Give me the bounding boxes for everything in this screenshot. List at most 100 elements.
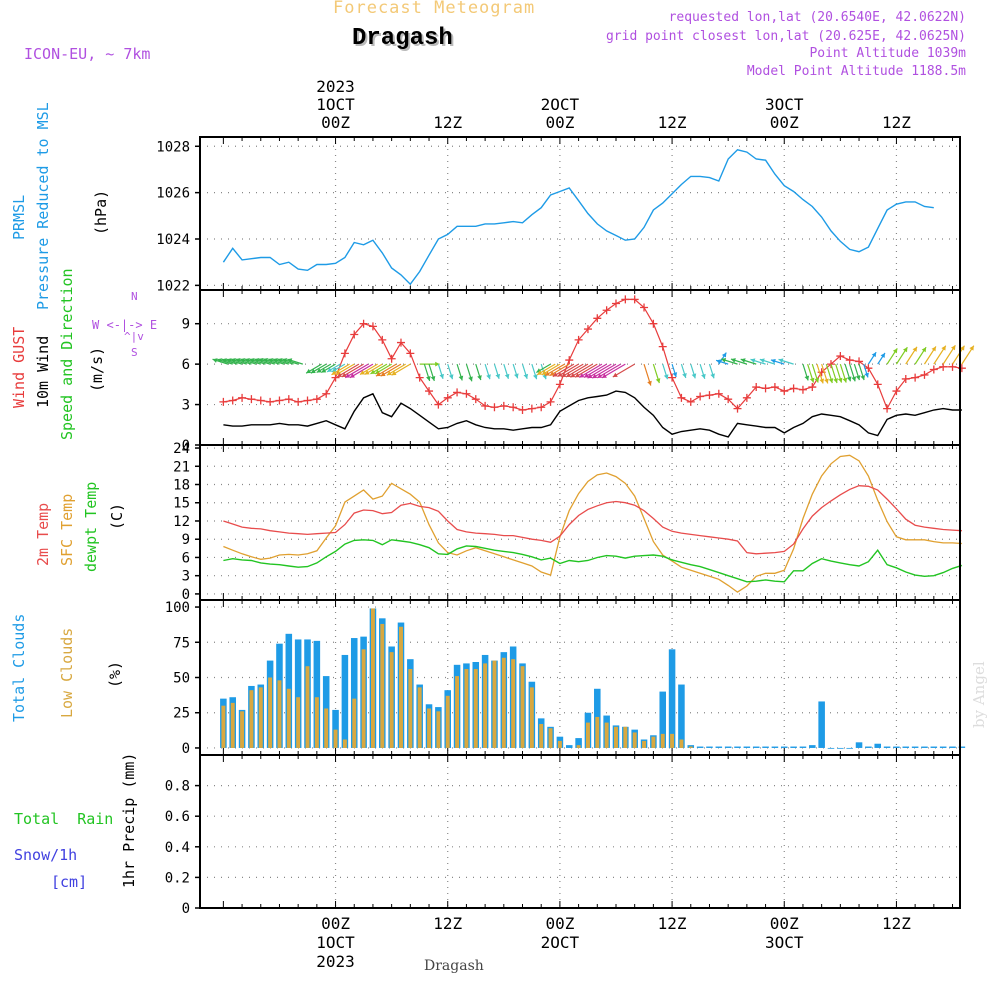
wind-arrow-head (740, 358, 746, 363)
wind-gust-marker (630, 295, 639, 304)
low-clouds-bar (632, 732, 637, 748)
bottom-axis-date: 1OCT (316, 933, 355, 952)
wind-gust-marker (565, 356, 574, 365)
y-tick-label: 24 (173, 441, 190, 457)
low-clouds-bar (352, 698, 357, 748)
wind-arrow-head (448, 374, 454, 380)
total-clouds-bar (678, 684, 685, 748)
low-clouds-bar (511, 659, 516, 748)
wind-gust-marker (359, 319, 368, 328)
low-clouds-bar (296, 697, 301, 748)
wind-arrow-head (321, 368, 327, 373)
wind-gust-marker (387, 354, 396, 363)
wind-arrow-head (851, 376, 857, 382)
low-clouds-bar (688, 746, 693, 748)
top-axis-hour: 12Z (882, 113, 911, 132)
wind-arrow-head (828, 378, 834, 384)
low-clouds-bar (604, 722, 609, 748)
wind-arrow-head (814, 377, 820, 383)
wind-arrow-head (426, 375, 431, 381)
wind-gust-marker (266, 397, 275, 406)
wind-arrow-head (310, 368, 316, 374)
wind-arrow-head (592, 373, 598, 379)
wind-gust-marker (855, 357, 864, 366)
low-clouds-bar (408, 669, 413, 748)
total-clouds-bar (724, 746, 732, 748)
model-label: ICON-EU, ~ 7km (24, 45, 151, 63)
low-clouds-bar (539, 724, 544, 748)
wind-arrow-head (701, 373, 706, 379)
wind-gust-marker (920, 370, 929, 379)
wind-gust-marker (948, 362, 957, 371)
wind-gust-marker (761, 384, 770, 393)
wind-arrow-head (770, 358, 776, 364)
wind-arrow-head (579, 373, 585, 378)
low-clouds-bar (380, 623, 385, 748)
top-axis-hour: 00Z (770, 113, 799, 132)
dewpt-temp-line (223, 539, 963, 583)
wind-arrow-head (860, 375, 866, 381)
total-clouds-bar (958, 746, 966, 748)
bottom-axis-hour: 12Z (882, 914, 911, 933)
wind-arrow-head (833, 378, 838, 384)
y-tick-label: 50 (173, 671, 190, 687)
total-clouds-bar (341, 654, 349, 748)
wind-arrow-head (235, 358, 241, 363)
wind-gust-marker (742, 393, 751, 402)
wind-gust-marker (312, 395, 321, 404)
wind-arrow-head (249, 358, 255, 363)
wind-gust-marker (892, 387, 901, 396)
bottom-axis-hour: 00Z (770, 914, 799, 933)
wind-gust-marker (368, 322, 377, 331)
wind-arrow-head (386, 370, 392, 376)
wind-gust-marker (808, 383, 817, 392)
wind-arrow-head (721, 352, 727, 358)
bottom-axis-hour: 00Z (545, 914, 574, 933)
low-clouds-bar (501, 657, 506, 748)
wind-arrow-head (804, 375, 810, 381)
wind-arrow-head (716, 359, 722, 364)
wind-arrow-head (561, 372, 567, 378)
wind-gust-marker (714, 389, 723, 398)
wind-gust-marker (331, 373, 340, 382)
bottom-axis-hour: 00Z (321, 914, 350, 933)
total-clouds-bar (799, 746, 807, 748)
low-clouds-bar (679, 739, 684, 748)
pressure-line (222, 149, 934, 286)
wind-arrow-head (566, 372, 572, 378)
sfc-temp-line (223, 454, 962, 593)
wind-gust-marker (247, 395, 256, 404)
wind-gust-marker (649, 319, 658, 328)
wind-arrow-head (345, 373, 351, 378)
top-axis-year: 2023 (316, 77, 355, 96)
low-clouds-bar (595, 716, 600, 748)
wind-arrow-head (268, 358, 274, 363)
low-clouds-bar (455, 676, 460, 748)
total-clouds-bar (332, 709, 339, 748)
compass-we: W <-|-> E (92, 318, 157, 332)
total-clouds-bar (883, 746, 891, 748)
low-clouds-bar (277, 680, 282, 748)
wind-arrow-head (837, 377, 843, 383)
low-clouds-bar (660, 733, 665, 748)
y-tick-label: 3 (182, 569, 190, 585)
wind-direction-arrow (596, 363, 621, 379)
compass-ns-arrows: ^|v (124, 330, 144, 343)
low-clouds-bar (614, 726, 618, 748)
wind-arrow-head (647, 380, 652, 386)
wind-gust-marker (481, 401, 490, 410)
wind-arrow-head (750, 358, 756, 363)
wind-arrow-head (880, 352, 885, 358)
wind-arrow-head (254, 358, 260, 363)
wind-arrow-head (969, 345, 974, 351)
wind-arrow-head (583, 373, 589, 378)
wind-arrow-head (544, 371, 550, 376)
low-clouds-bar (240, 711, 245, 748)
wind-arrow-head (533, 374, 538, 380)
low-clouds-bar (464, 669, 469, 748)
top-axis-hour: 12Z (433, 113, 462, 132)
temp-2m-line (223, 485, 962, 555)
y-tick-label: 100 (165, 600, 190, 616)
wind-gust-marker (415, 373, 424, 382)
location-title: Dragash (352, 25, 453, 52)
